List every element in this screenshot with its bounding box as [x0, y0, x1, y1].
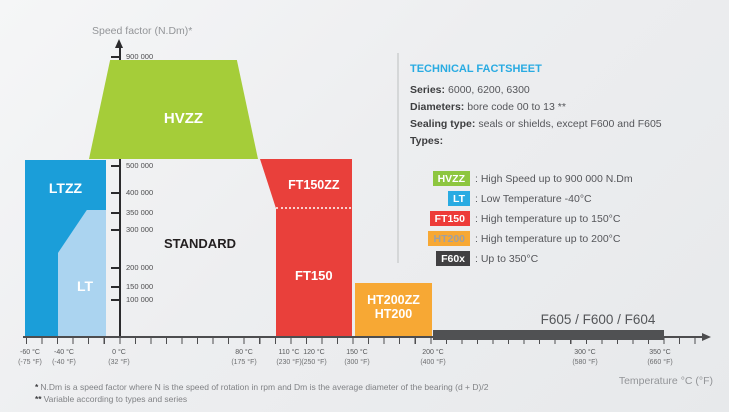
- x-axis-arrow-icon: [702, 332, 711, 341]
- factsheet-row-diameters: Diameters: bore code 00 to 13 **: [410, 101, 566, 113]
- y-tick-label: 500 000: [126, 161, 154, 170]
- y-tick-label: 300 000: [126, 225, 154, 234]
- x-axis-tick-marks: [26, 338, 698, 344]
- x-tick-label: 150 °C (300 °F): [344, 349, 370, 366]
- x-tick-label: 0 °C (32 °F): [108, 349, 130, 366]
- legend-badge-lt: LT: [447, 191, 470, 206]
- panel-divider: [397, 53, 399, 263]
- region-f60x-bar: [433, 330, 664, 340]
- x-tick-label: 80 °C (175 °F): [231, 349, 257, 366]
- y-tick: [111, 229, 120, 231]
- x-tick-label: 200 °C (400 °F): [420, 349, 446, 366]
- factsheet-row-series: Series: 6000, 6200, 6300: [410, 84, 530, 96]
- region-label-standard: STANDARD: [164, 236, 236, 251]
- region-hvzz: HVZZ: [89, 60, 258, 159]
- region-ht200: HT200ZZ HT200: [355, 283, 432, 336]
- y-tick-label: 900 000: [126, 52, 154, 61]
- x-axis-title: Temperature °C (°F): [618, 375, 713, 387]
- y-tick: [111, 299, 120, 301]
- y-tick: [111, 56, 120, 58]
- x-axis-line: [23, 336, 703, 338]
- region-lt: LT: [58, 210, 106, 336]
- legend-badge-ft150: FT150: [429, 211, 470, 226]
- factsheet-row-types: Types:: [410, 135, 444, 147]
- y-tick-label: 150 000: [126, 282, 154, 291]
- y-tick-label: 400 000: [126, 188, 154, 197]
- legend-desc-f60x: : Up to 350°C: [475, 252, 539, 265]
- legend-row-ft150: FT150 : High temperature up to 150°C: [412, 211, 620, 226]
- y-tick-label: 200 000: [126, 263, 154, 272]
- legend-badge-f60x: F60x: [436, 251, 470, 266]
- y-tick-label: 350 000: [126, 208, 154, 217]
- legend-desc-lt: : Low Temperature -40°C: [475, 192, 592, 205]
- y-axis-arrow-icon: [115, 39, 123, 48]
- legend-row-f60x: F60x : Up to 350°C: [412, 251, 538, 266]
- y-tick: [111, 192, 120, 194]
- y-tick: [111, 286, 120, 288]
- legend-row-hvzz: HVZZ : High Speed up to 900 000 N.Dm: [412, 171, 633, 186]
- legend-row-lt: LT : Low Temperature -40°C: [412, 191, 592, 206]
- y-axis-line: [119, 46, 121, 336]
- x-tick-label: -40 °C (-40 °F): [52, 349, 76, 366]
- factsheet-row-sealing: Sealing type: seals or shields, except F6…: [410, 118, 662, 130]
- region-label-lt: LT: [76, 278, 94, 294]
- x-tick-label: -60 °C (-75 °F): [18, 349, 42, 366]
- legend-row-ht200: HT200 : High temperature up to 200°C: [412, 231, 620, 246]
- x-tick-label: 350 °C (660 °F): [647, 349, 673, 366]
- y-tick: [111, 212, 120, 214]
- region-label-f60x: F605 / F600 / F604: [540, 312, 656, 327]
- y-tick-label: 100 000: [126, 295, 154, 304]
- region-ft150: FT150ZZ FT150: [260, 159, 352, 336]
- legend-badge-ht200: HT200: [428, 231, 470, 246]
- footnote-2: ** Variable according to types and series: [35, 394, 188, 404]
- x-tick-label: 120 °C (250 °F): [301, 349, 327, 366]
- y-tick: [111, 267, 120, 269]
- ft150-dotted-divider: [276, 207, 351, 209]
- legend-badge-hvzz: HVZZ: [432, 171, 470, 186]
- footnote-1: * N.Dm is a speed factor where N is the s…: [35, 382, 489, 392]
- x-tick-label: 110 °C (230 °F): [276, 349, 302, 366]
- region-label-ltzz: LTZZ: [48, 180, 83, 196]
- legend-desc-ft150: : High temperature up to 150°C: [475, 212, 621, 225]
- legend-desc-ht200: : High temperature up to 200°C: [475, 232, 621, 245]
- factsheet-title: TECHNICAL FACTSHEET: [410, 63, 542, 75]
- legend-desc-hvzz: : High Speed up to 900 000 N.Dm: [475, 172, 633, 185]
- region-label-ft150: FT150: [295, 268, 333, 283]
- region-label-ft150zz: FT150ZZ: [288, 178, 340, 192]
- region-label-hvzz: HVZZ: [163, 110, 204, 127]
- y-tick: [111, 165, 120, 167]
- region-label-ht200: HT200ZZ HT200: [367, 293, 420, 321]
- x-tick-label: 300 °C (580 °F): [572, 349, 598, 366]
- y-axis-title: Speed factor (N.Dm)*: [92, 25, 193, 37]
